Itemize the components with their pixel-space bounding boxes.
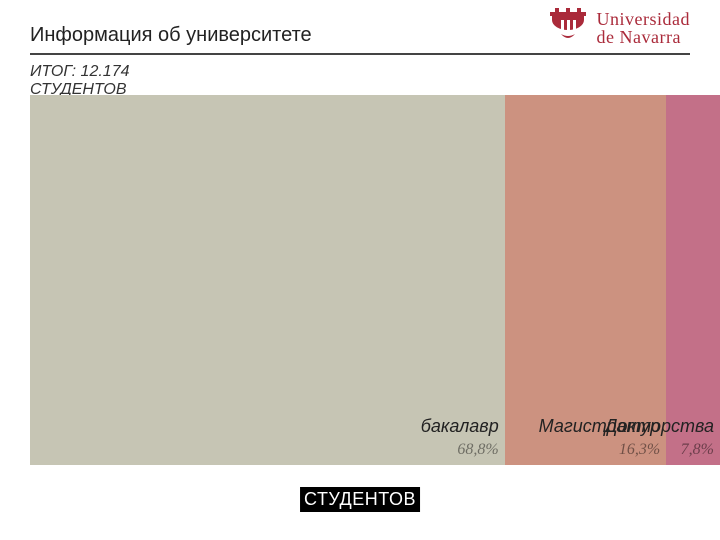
logo-line2: de Navarra bbox=[597, 28, 690, 46]
segment-percent: 16,3% bbox=[619, 441, 660, 459]
header: Информация об университете bbox=[0, 0, 720, 47]
subtitle-line1: ИТОГ: 12.174 bbox=[30, 63, 720, 81]
segment-percent: 68,8% bbox=[457, 441, 498, 459]
page-title: Информация об университете bbox=[30, 24, 312, 47]
segment-label: Докторства bbox=[605, 416, 714, 437]
page: Информация об университете bbox=[0, 0, 720, 540]
segment-label: бакалавр bbox=[421, 416, 499, 437]
logo-text: Universidad de Navarra bbox=[597, 10, 690, 46]
chart-segment-0: бакалавр 68,8% bbox=[30, 95, 505, 465]
footer-highlight-word: СТУДЕНТОВ bbox=[300, 487, 420, 512]
header-divider bbox=[30, 53, 690, 55]
chart-segment-2: Докторства7,8% bbox=[666, 95, 720, 465]
university-logo: Universidad de Navarra bbox=[547, 8, 690, 47]
logo-emblem-icon bbox=[547, 8, 589, 47]
subtitle: ИТОГ: 12.174 СТУДЕНТОВ bbox=[30, 63, 720, 99]
chart-segment-1: Магистратур16,3% bbox=[505, 95, 666, 465]
stacked-bar-chart: бакалавр68,8%Магистратур16,3%Докторства7… bbox=[30, 95, 720, 465]
segment-percent: 7,8% bbox=[681, 441, 714, 459]
logo-line1: Universidad bbox=[597, 10, 690, 28]
